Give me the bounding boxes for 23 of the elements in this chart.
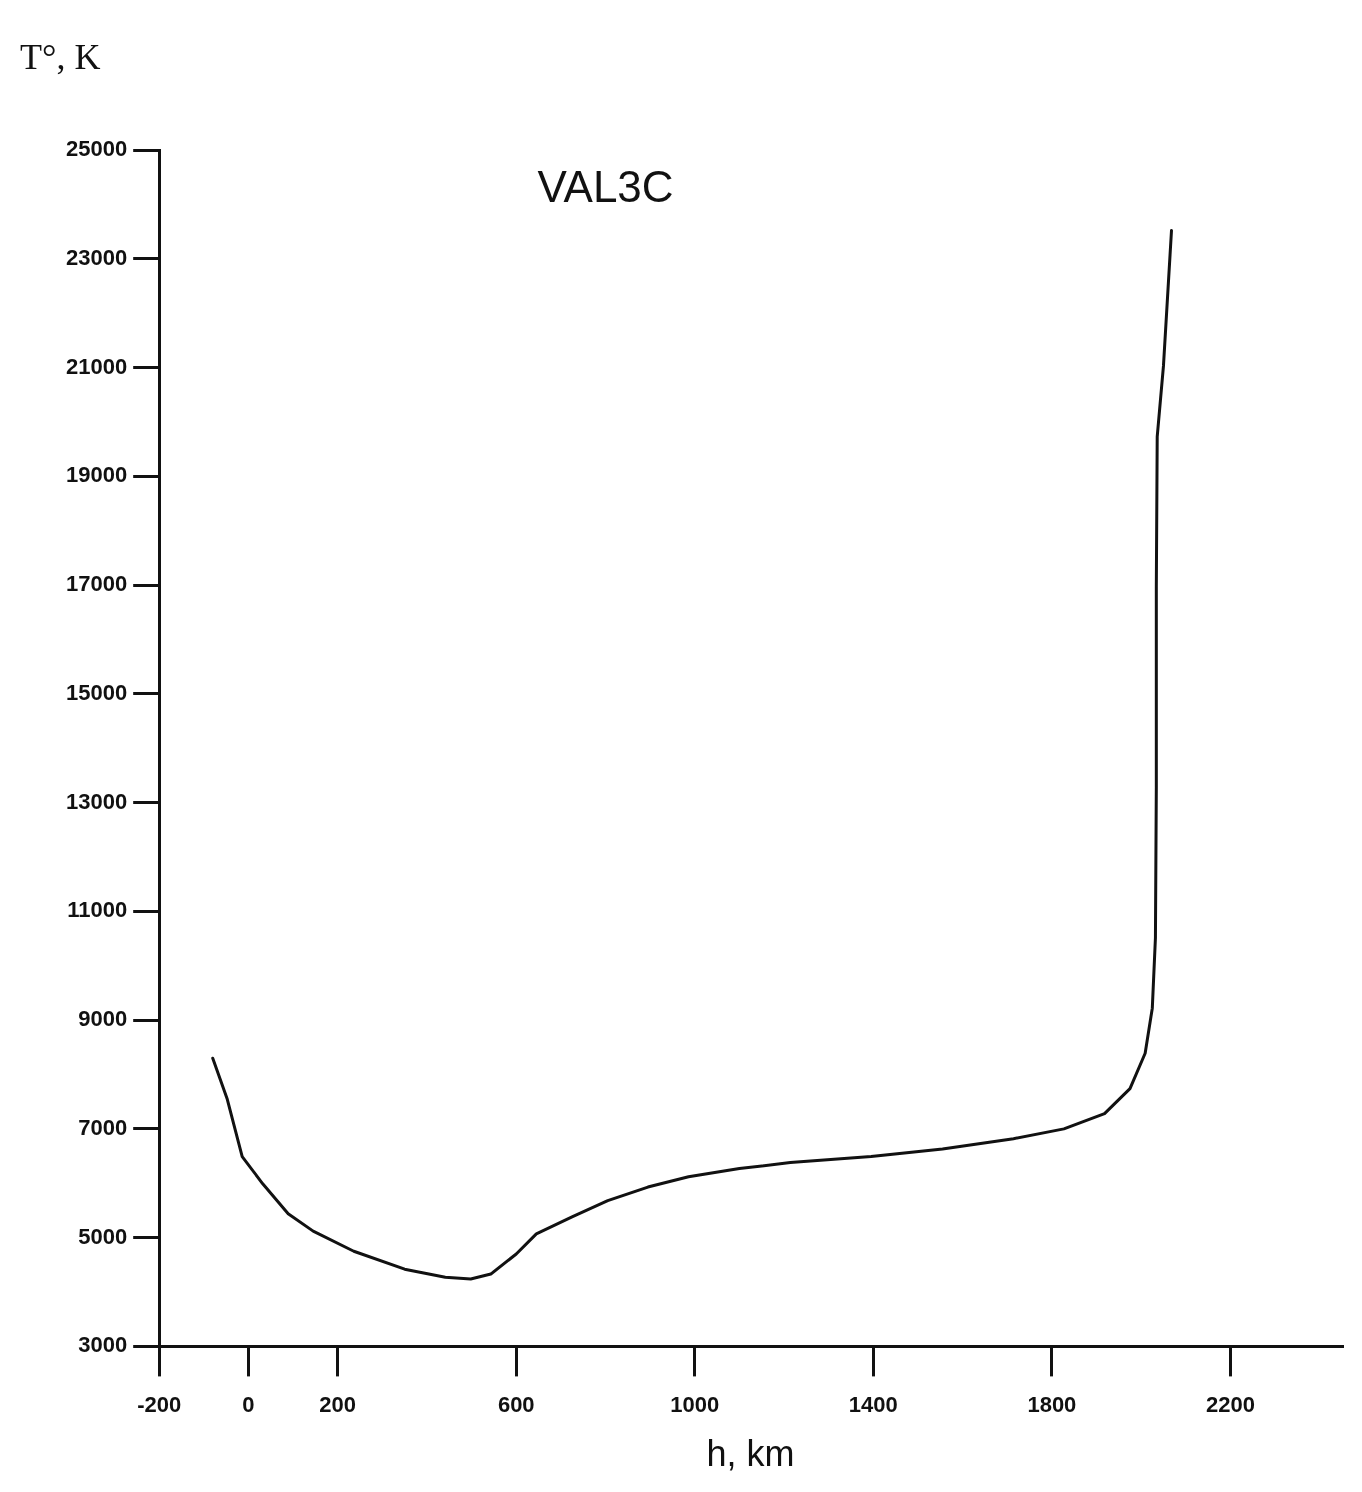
y-tick-label: 11000 (67, 897, 128, 923)
y-tick-label: 19000 (65, 462, 128, 488)
chart-title: VAL3C (537, 162, 674, 212)
y-tick-label: 25000 (65, 136, 128, 162)
y-axis-title: T°, K (20, 37, 101, 78)
x-axis-title: h, km (706, 1433, 795, 1475)
y-tick-label: 21000 (65, 353, 128, 379)
y-tick-label: 9000 (78, 1006, 128, 1032)
x-tick-label: 0 (242, 1391, 255, 1417)
y-tick-label: 13000 (65, 788, 128, 814)
x-tick-label: 1800 (1027, 1391, 1077, 1417)
y-tick-label: 15000 (65, 679, 128, 705)
x-tick-label: 200 (319, 1391, 357, 1417)
x-tick-label: 1000 (670, 1391, 720, 1417)
y-tick-label: 23000 (65, 244, 128, 270)
x-tick-label: 600 (497, 1391, 535, 1417)
x-tick-label: 1400 (848, 1391, 898, 1417)
y-tick-label: 3000 (78, 1332, 128, 1358)
y-tick-label: 5000 (78, 1223, 128, 1249)
y-tick-label: 17000 (65, 571, 128, 597)
x-tick-label: -200 (137, 1391, 182, 1417)
y-tick-label: 7000 (78, 1114, 128, 1140)
x-tick-label: 2200 (1205, 1391, 1255, 1417)
